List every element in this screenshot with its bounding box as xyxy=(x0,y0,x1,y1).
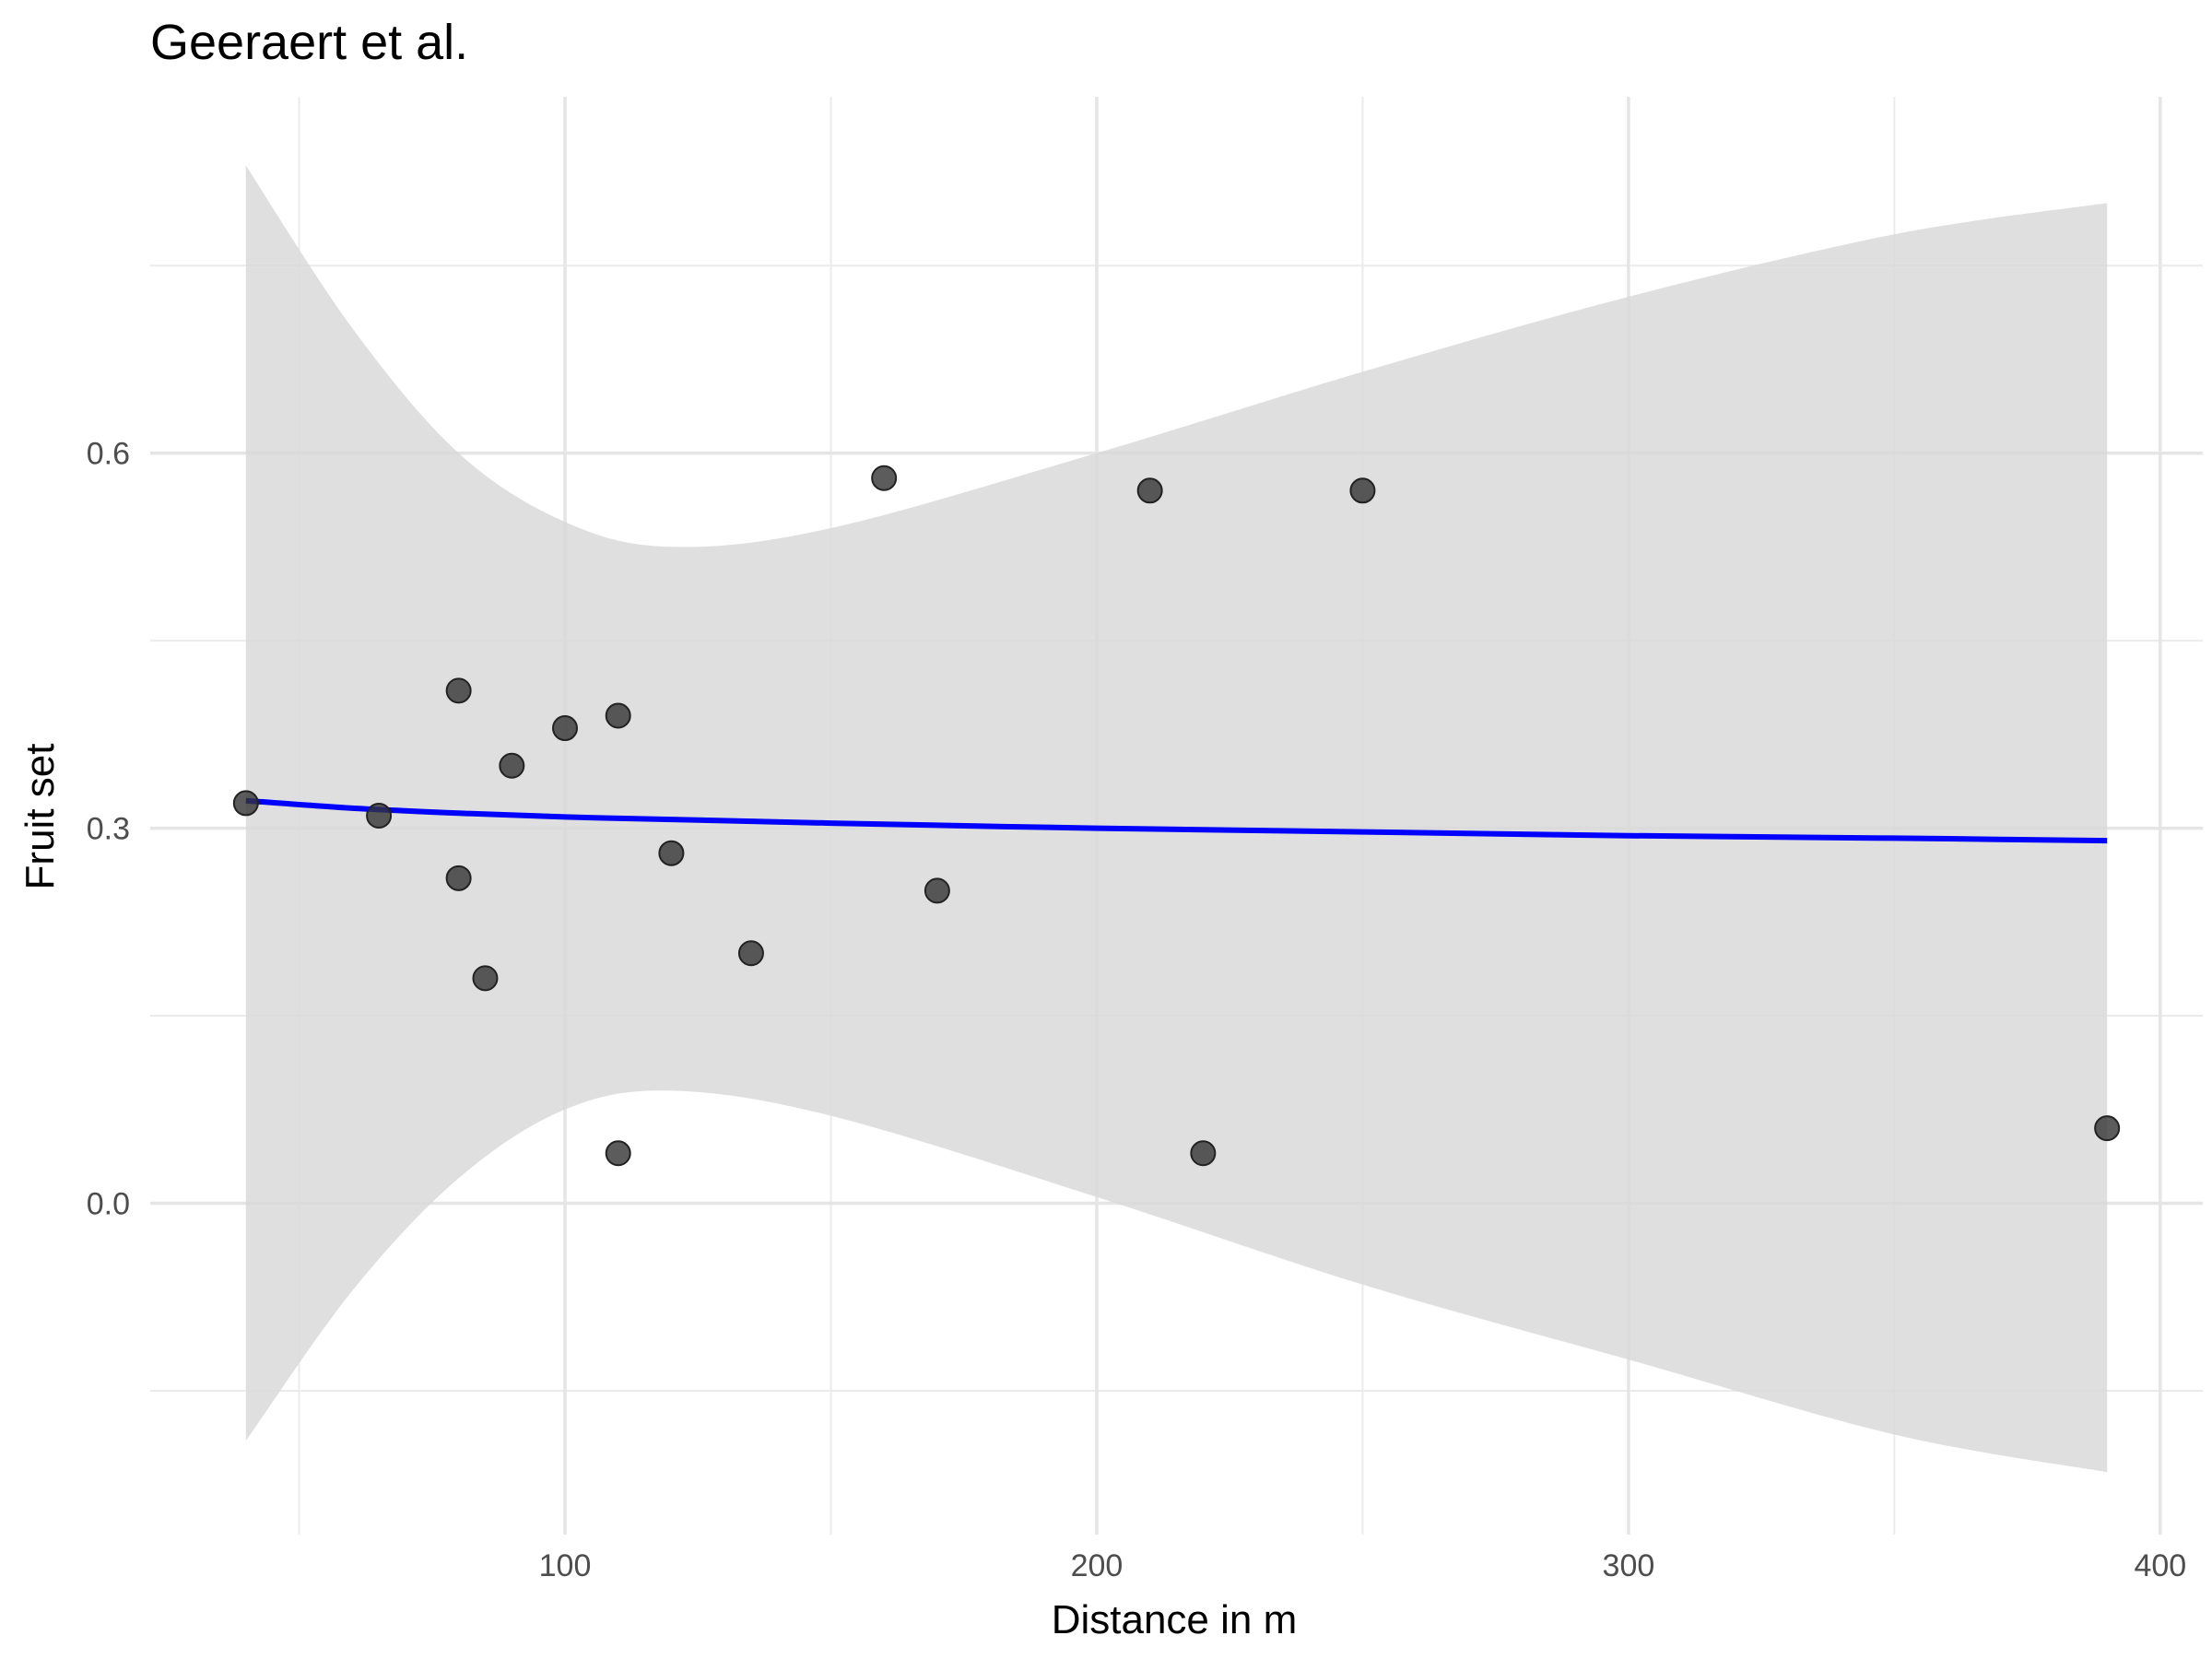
trend-line xyxy=(245,797,2108,844)
data-point xyxy=(1136,477,1163,504)
data-point xyxy=(445,677,472,704)
data-point xyxy=(605,702,631,729)
y-tick-label: 0.0 xyxy=(87,1187,130,1222)
data-point xyxy=(1349,477,1376,504)
data-point xyxy=(605,1140,631,1167)
y-axis-title: Fruit set xyxy=(18,744,63,890)
confidence-ribbon xyxy=(245,165,2108,1473)
data-point xyxy=(737,940,764,967)
data-point xyxy=(445,865,472,891)
y-axis-ticks: 0.0 0.3 0.6 xyxy=(87,437,130,1222)
data-points-layer xyxy=(232,465,2121,1167)
y-tick-label: 0.3 xyxy=(87,812,130,847)
data-point xyxy=(658,840,685,866)
data-point xyxy=(2094,1115,2121,1142)
chart-title: Geeraert et al. xyxy=(150,15,468,70)
data-point xyxy=(1190,1140,1217,1167)
data-point xyxy=(924,877,950,904)
data-point xyxy=(499,752,525,779)
x-tick-label: 400 xyxy=(2134,1548,2186,1583)
confidence-ribbon-layer xyxy=(245,165,2108,1473)
data-point xyxy=(472,965,499,992)
x-tick-label: 100 xyxy=(539,1548,592,1583)
x-tick-label: 200 xyxy=(1071,1548,1124,1583)
x-axis-ticks: 100 200 300 400 xyxy=(539,1548,2187,1583)
x-tick-label: 300 xyxy=(1603,1548,1655,1583)
x-axis-title: Distance in m xyxy=(1052,1597,1298,1642)
data-point xyxy=(871,465,898,491)
trend-line-layer xyxy=(245,797,2108,844)
data-point xyxy=(232,790,259,817)
data-point xyxy=(552,715,579,742)
y-tick-label: 0.6 xyxy=(87,437,130,472)
data-point xyxy=(366,803,393,829)
